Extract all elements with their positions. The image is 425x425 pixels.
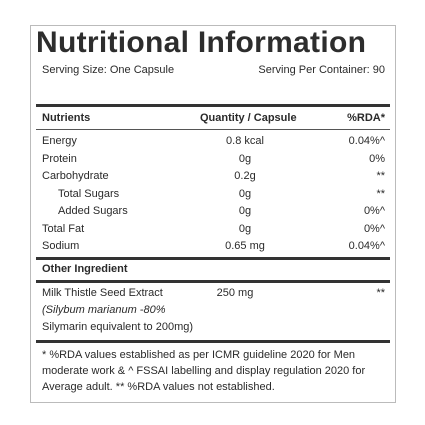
ingredient-quantity: 250 mg [216, 287, 254, 299]
nutrient-quantity: 0g [238, 152, 252, 165]
nutrient-name: Added Sugars [58, 205, 128, 217]
divider [36, 257, 390, 260]
nutrient-rda: 0.04%^ [348, 240, 385, 252]
nutrient-rda: 0.04%^ [348, 135, 385, 147]
nutrient-rda: 0%^ [363, 205, 385, 217]
nutrient-quantity: 0g [238, 205, 252, 217]
nutrient-name: Total Sugars [58, 187, 120, 200]
other-ingredient-heading: Other Ingredient [42, 263, 128, 275]
divider [36, 104, 390, 107]
header-quantity: Quantity / Capsule [200, 112, 297, 124]
ingredient-name: Silymarin equivalent to 200mg) [42, 321, 194, 333]
divider [36, 340, 390, 343]
nutrient-name: Sodium [42, 240, 80, 252]
ingredient-rda: ** [376, 287, 385, 299]
header-nutrients: Nutrients [42, 112, 91, 124]
nutrient-name: Carbohydrate [42, 170, 109, 182]
title: Nutritional Information [36, 26, 367, 59]
nutrient-quantity: 0.2g [234, 170, 256, 182]
nutrient-quantity: 0.65 mg [225, 240, 265, 252]
label-border [30, 25, 396, 403]
nutrient-name: Total Fat [42, 222, 85, 235]
divider [36, 280, 390, 283]
nutrient-rda: ** [376, 187, 385, 200]
servings-per-container: Serving Per Container: 90 [258, 64, 385, 76]
nutrient-quantity: 0g [238, 222, 252, 235]
header-rda: %RDA* [347, 112, 385, 124]
divider [36, 129, 390, 130]
nutrient-quantity: 0.8 kcal [226, 135, 264, 147]
nutrient-quantity: 0g [238, 187, 252, 200]
ingredient-name: Milk Thistle Seed Extract [42, 287, 163, 299]
ingredient-name: (Silybum marianum -80% [42, 304, 166, 316]
nutrient-rda: 0% [369, 152, 385, 165]
nutrient-name: Protein [42, 152, 77, 165]
footnote: * %RDA values established as per ICMR gu… [42, 349, 366, 393]
nutrient-rda: ** [376, 170, 385, 182]
nutrient-rda: 0%^ [363, 222, 385, 235]
nutrient-name: Energy [42, 135, 77, 147]
serving-size: Serving Size: One Capsule [42, 64, 175, 76]
